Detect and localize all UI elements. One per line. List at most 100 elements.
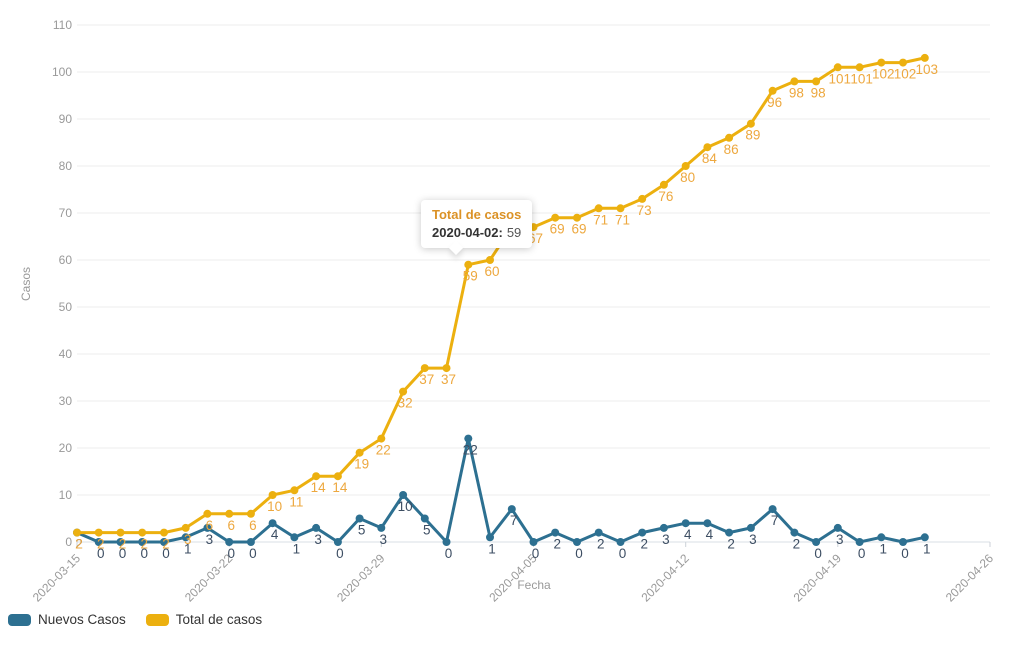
point-total-de-casos[interactable] bbox=[899, 58, 907, 67]
data-label-total-de-casos: 96 bbox=[767, 95, 782, 110]
data-label-nuevos-casos: 2 bbox=[640, 537, 648, 552]
point-nuevos-casos[interactable] bbox=[268, 519, 277, 528]
point-nuevos-casos[interactable] bbox=[746, 523, 755, 532]
point-total-de-casos[interactable] bbox=[486, 256, 494, 264]
point-total-de-casos[interactable] bbox=[268, 491, 277, 499]
point-nuevos-casos[interactable] bbox=[181, 533, 190, 542]
tooltip: Total de casos 2020-04-02: 59 bbox=[421, 200, 533, 256]
point-nuevos-casos[interactable] bbox=[573, 538, 581, 546]
point-total-de-casos[interactable] bbox=[855, 63, 864, 72]
point-nuevos-casos[interactable] bbox=[681, 519, 690, 528]
point-nuevos-casos[interactable] bbox=[703, 519, 712, 528]
point-total-de-casos[interactable] bbox=[246, 509, 255, 518]
point-total-de-casos[interactable] bbox=[768, 86, 777, 95]
series-total-de-casos: 2222236661011141419223237375960676769697… bbox=[73, 53, 939, 552]
line-nuevos-casos[interactable] bbox=[75, 437, 927, 544]
data-label-nuevos-casos: 2 bbox=[553, 537, 561, 552]
point-total-de-casos[interactable] bbox=[812, 77, 821, 86]
point-total-de-casos[interactable] bbox=[290, 486, 299, 495]
point-nuevos-casos[interactable] bbox=[790, 528, 799, 537]
point-nuevos-casos[interactable] bbox=[442, 538, 451, 546]
point-nuevos-casos[interactable] bbox=[812, 538, 821, 546]
point-nuevos-casos[interactable] bbox=[290, 533, 299, 542]
point-nuevos-casos[interactable] bbox=[899, 538, 907, 546]
legend-label-nuevos-casos: Nuevos Casos bbox=[38, 612, 126, 627]
point-nuevos-casos[interactable] bbox=[877, 533, 886, 542]
legend-item-total-de-casos[interactable]: Total de casos bbox=[145, 612, 262, 627]
point-total-de-casos[interactable] bbox=[703, 143, 712, 152]
point-total-de-casos[interactable] bbox=[659, 180, 668, 189]
point-nuevos-casos[interactable] bbox=[486, 533, 494, 542]
point-nuevos-casos[interactable] bbox=[507, 505, 516, 514]
point-total-de-casos[interactable] bbox=[681, 162, 690, 170]
line-total-de-casos[interactable] bbox=[75, 56, 927, 535]
point-nuevos-casos[interactable] bbox=[355, 514, 364, 523]
point-total-de-casos[interactable] bbox=[138, 528, 147, 537]
data-label-nuevos-casos: 1 bbox=[488, 541, 496, 556]
data-label-total-de-casos: 14 bbox=[311, 480, 327, 495]
point-nuevos-casos[interactable] bbox=[246, 538, 255, 546]
point-total-de-casos[interactable] bbox=[551, 213, 560, 222]
point-total-de-casos[interactable] bbox=[333, 472, 342, 481]
point-nuevos-casos[interactable] bbox=[160, 538, 168, 546]
point-nuevos-casos[interactable] bbox=[638, 528, 647, 537]
data-label-total-de-casos: 103 bbox=[916, 62, 939, 77]
point-total-de-casos[interactable] bbox=[573, 213, 581, 222]
point-total-de-casos[interactable] bbox=[203, 509, 212, 518]
point-total-de-casos[interactable] bbox=[355, 448, 364, 457]
legend-swatch-nuevos-casos bbox=[8, 613, 31, 626]
point-total-de-casos[interactable] bbox=[877, 58, 886, 67]
point-total-de-casos[interactable] bbox=[464, 260, 473, 269]
point-nuevos-casos[interactable] bbox=[333, 538, 342, 546]
point-total-de-casos[interactable] bbox=[116, 528, 125, 537]
point-total-de-casos[interactable] bbox=[920, 53, 929, 62]
point-nuevos-casos[interactable] bbox=[116, 538, 125, 546]
point-total-de-casos[interactable] bbox=[399, 387, 408, 396]
point-nuevos-casos[interactable] bbox=[464, 434, 473, 443]
point-nuevos-casos[interactable] bbox=[94, 538, 103, 546]
point-nuevos-casos[interactable] bbox=[855, 538, 864, 546]
point-total-de-casos[interactable] bbox=[616, 204, 625, 213]
point-nuevos-casos[interactable] bbox=[594, 528, 603, 537]
point-nuevos-casos[interactable] bbox=[725, 528, 734, 537]
point-total-de-casos[interactable] bbox=[94, 528, 103, 537]
point-total-de-casos[interactable] bbox=[225, 509, 234, 518]
point-nuevos-casos[interactable] bbox=[203, 523, 212, 532]
data-label-nuevos-casos: 4 bbox=[706, 527, 714, 542]
data-label-total-de-casos: 37 bbox=[441, 372, 456, 387]
data-label-nuevos-casos: 0 bbox=[619, 546, 627, 561]
point-nuevos-casos[interactable] bbox=[768, 505, 777, 514]
point-total-de-casos[interactable] bbox=[160, 528, 168, 537]
point-total-de-casos[interactable] bbox=[790, 77, 799, 86]
point-nuevos-casos[interactable] bbox=[312, 523, 321, 532]
point-nuevos-casos[interactable] bbox=[616, 538, 625, 546]
data-label-total-de-casos: 11 bbox=[289, 494, 303, 509]
point-nuevos-casos[interactable] bbox=[529, 538, 538, 546]
point-total-de-casos[interactable] bbox=[377, 434, 386, 443]
data-label-total-de-casos: 22 bbox=[376, 443, 391, 458]
point-nuevos-casos[interactable] bbox=[399, 491, 408, 499]
point-total-de-casos[interactable] bbox=[312, 472, 321, 481]
point-total-de-casos[interactable] bbox=[746, 119, 755, 128]
point-nuevos-casos[interactable] bbox=[225, 538, 234, 546]
point-nuevos-casos[interactable] bbox=[833, 523, 842, 532]
point-nuevos-casos[interactable] bbox=[551, 528, 560, 537]
point-total-de-casos[interactable] bbox=[181, 523, 190, 532]
point-total-de-casos[interactable] bbox=[442, 364, 451, 373]
y-tick-label: 10 bbox=[59, 488, 73, 502]
legend-item-nuevos-casos[interactable]: Nuevos Casos bbox=[8, 612, 126, 627]
point-total-de-casos[interactable] bbox=[420, 364, 429, 373]
point-total-de-casos[interactable] bbox=[638, 194, 647, 203]
data-label-total-de-casos: 59 bbox=[463, 269, 478, 284]
point-nuevos-casos[interactable] bbox=[138, 538, 147, 546]
point-nuevos-casos[interactable] bbox=[920, 533, 929, 542]
point-total-de-casos[interactable] bbox=[73, 528, 81, 537]
point-total-de-casos[interactable] bbox=[725, 133, 734, 142]
point-total-de-casos[interactable] bbox=[594, 204, 603, 213]
point-nuevos-casos[interactable] bbox=[377, 523, 386, 532]
point-nuevos-casos[interactable] bbox=[420, 514, 429, 523]
point-nuevos-casos[interactable] bbox=[659, 523, 668, 532]
data-label-nuevos-casos: 0 bbox=[227, 546, 235, 561]
data-label-nuevos-casos: 3 bbox=[206, 532, 214, 547]
point-total-de-casos[interactable] bbox=[833, 63, 842, 72]
